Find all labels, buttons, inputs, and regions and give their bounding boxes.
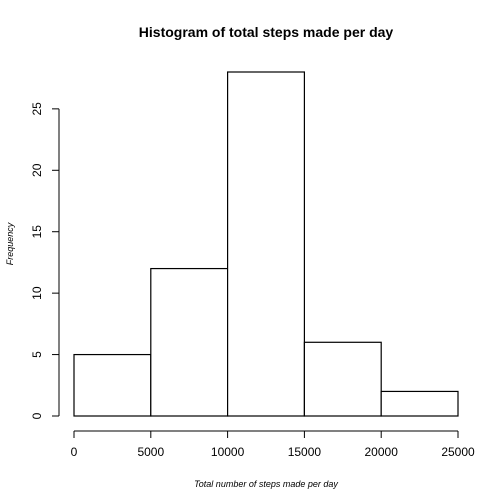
bars-group [73,71,459,417]
x-tick-label: 15000 [288,445,322,459]
histogram-bar [303,341,382,417]
x-tick-label: 5000 [137,445,164,459]
x-tick-label: 20000 [365,445,399,459]
y-axis-label: Frequency [5,222,15,265]
chart-title: Histogram of total steps made per day [139,24,394,40]
x-axis-label: Total number of steps made per day [194,479,338,489]
y-tick-label: 20 [30,163,44,177]
y-tick-label: 15 [30,225,44,239]
y-axis: 0 5 10 15 20 25 [30,102,60,419]
y-tick-label: 25 [30,102,44,116]
x-tick-label: 25000 [441,445,475,459]
x-axis: 0 5000 10000 15000 20000 25000 [71,430,475,459]
x-tick-label: 0 [71,445,78,459]
y-tick-label: 0 [30,412,44,419]
histogram-bar [73,353,152,417]
y-tick-label: 5 [30,351,44,358]
histogram-bar [227,71,306,417]
x-tick-label: 10000 [211,445,245,459]
y-tick-label: 10 [30,286,44,300]
histogram-bar [380,390,459,417]
histogram-bar [150,267,229,417]
